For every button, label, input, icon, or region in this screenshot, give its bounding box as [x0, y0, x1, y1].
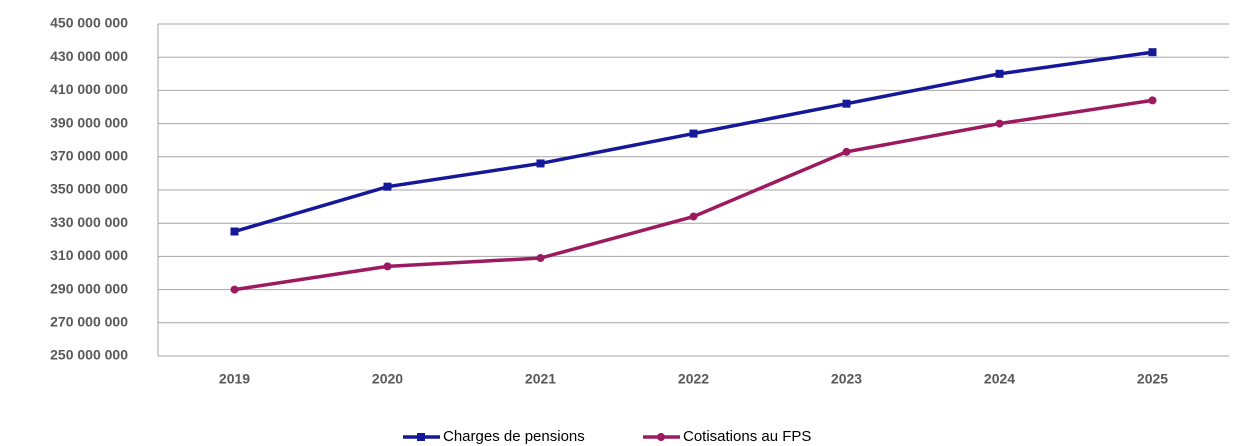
marker: [657, 433, 665, 441]
marker: [842, 99, 851, 108]
legend-label: Charges de pensions: [443, 428, 585, 445]
x-tick-label: 2021: [525, 371, 556, 387]
legend-label: Cotisations au FPS: [683, 428, 811, 445]
y-tick-label: 350 000 000: [50, 181, 128, 197]
series-line: [234, 50, 1153, 234]
y-tick-label: 290 000 000: [50, 280, 128, 296]
y-tick-label: 430 000 000: [50, 48, 128, 64]
marker: [230, 227, 239, 236]
marker: [1148, 48, 1157, 57]
y-tick-label: 250 000 000: [50, 347, 128, 363]
y-tick-label: 410 000 000: [50, 81, 128, 97]
y-tick-label: 390 000 000: [50, 114, 128, 130]
marker: [417, 433, 425, 441]
x-tick-label: 2019: [219, 371, 250, 387]
y-tick-label: 450 000 000: [50, 15, 128, 31]
y-tick-label: 370 000 000: [50, 148, 128, 164]
marker: [383, 182, 392, 191]
marker: [995, 119, 1004, 128]
marker: [536, 159, 545, 168]
marker: [1148, 96, 1157, 105]
x-tick-label: 2024: [984, 371, 1015, 387]
x-tick-label: 2022: [678, 371, 709, 387]
series-line: [234, 98, 1153, 292]
marker: [230, 285, 239, 294]
marker: [689, 212, 698, 221]
y-tick-label: 310 000 000: [50, 247, 128, 263]
x-tick-label: 2020: [372, 371, 403, 387]
y-tick-label: 270 000 000: [50, 314, 128, 330]
marker: [689, 129, 698, 138]
marker: [536, 254, 545, 263]
y-tick-label: 330 000 000: [50, 214, 128, 230]
marker: [842, 147, 851, 156]
marker: [383, 262, 392, 271]
x-tick-label: 2025: [1137, 371, 1168, 387]
x-tick-label: 2023: [831, 371, 862, 387]
marker: [995, 69, 1004, 78]
